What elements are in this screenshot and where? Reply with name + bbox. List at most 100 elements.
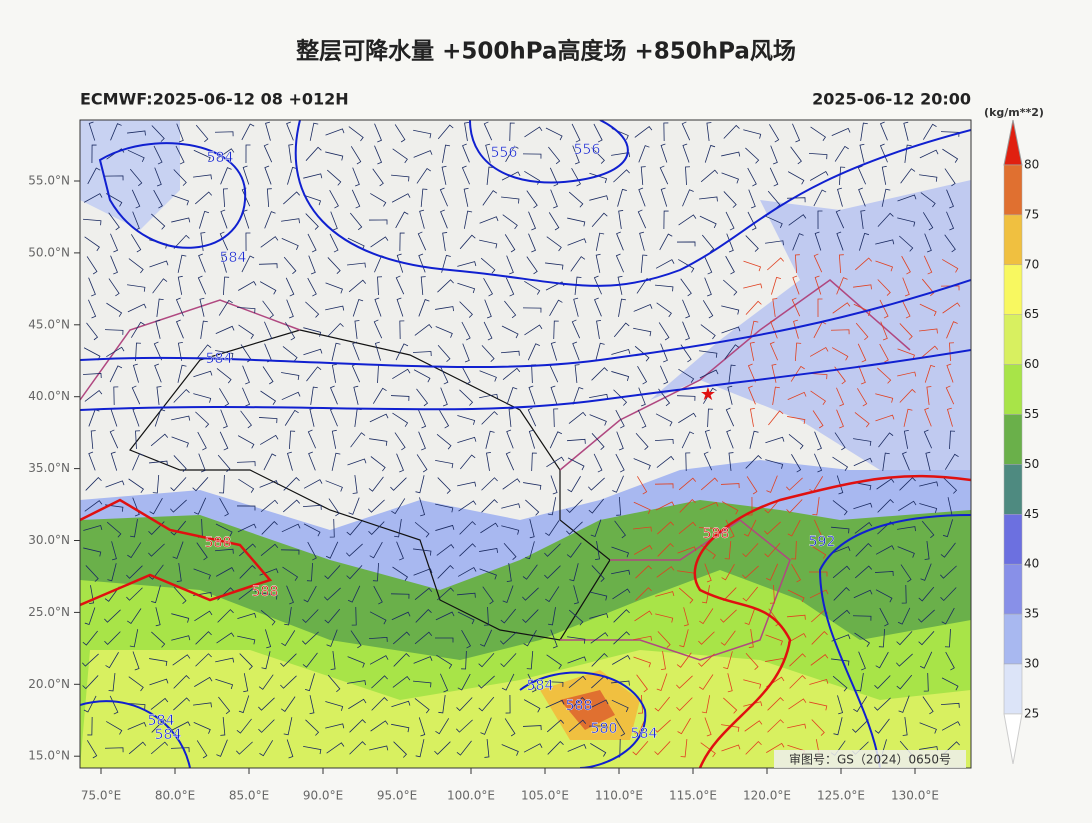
wind-barb: [657, 543, 674, 557]
wind-barb: [283, 717, 293, 736]
wind-barb: [523, 743, 543, 753]
wind-barb: [173, 586, 187, 605]
wind-barb: [920, 345, 939, 359]
wind-barb: [679, 629, 689, 648]
wind-barb: [853, 438, 872, 446]
colorbar-label: 70: [1024, 257, 1039, 271]
wind-barb: [771, 276, 782, 295]
lat-label: 15.0°N: [28, 749, 70, 763]
wind-barb: [220, 717, 226, 736]
wind-barb: [392, 566, 409, 581]
wind-barb: [878, 432, 894, 448]
wind-barb: [196, 740, 208, 759]
wind-barb: [660, 651, 666, 671]
wind-barb: [721, 326, 741, 334]
wind-barb: [838, 166, 846, 186]
wind-barb: [239, 565, 256, 579]
wind-barb: [726, 233, 734, 253]
wind-barb: [377, 276, 383, 296]
wind-barb: [394, 519, 402, 538]
wind-barb: [484, 299, 492, 319]
wind-barb: [721, 501, 739, 515]
wind-barb: [725, 211, 735, 231]
wind-barb: [132, 497, 140, 517]
wind-barb: [413, 656, 433, 664]
colorbar-label: 35: [1024, 607, 1039, 621]
wind-barb: [396, 541, 404, 561]
wind-barb: [440, 673, 449, 693]
wind-barb: [922, 696, 934, 715]
wind-barb: [504, 234, 516, 253]
wind-barb: [127, 130, 146, 136]
wind-barb: [264, 211, 276, 229]
wind-barb: [830, 329, 850, 335]
wind-barb: [260, 609, 276, 626]
wind-barb: [745, 300, 762, 315]
wind-barb: [478, 675, 495, 689]
wind-barb: [350, 630, 362, 649]
wind-barb: [395, 343, 409, 361]
wind-barb: [704, 717, 712, 737]
wind-barb: [943, 477, 958, 494]
wind-barb: [526, 650, 534, 670]
wind-barb: [440, 209, 448, 229]
wind-barb: [391, 723, 410, 733]
wind-barb: [329, 385, 338, 405]
wind-barb: [305, 213, 319, 230]
wind-barb: [461, 321, 471, 341]
wind-barb: [742, 586, 759, 602]
wind-barb: [372, 562, 379, 582]
wind-barb: [126, 702, 146, 710]
wind-barb: [727, 673, 733, 693]
wind-barb: [853, 284, 872, 290]
wind-barb: [660, 143, 668, 163]
lat-label: 50.0°N: [28, 245, 70, 259]
wind-barb: [459, 301, 473, 318]
wind-barb: [153, 145, 163, 165]
wind-barb: [617, 275, 623, 295]
wind-barb: [704, 429, 711, 449]
wind-barb: [594, 297, 602, 317]
wind-barb: [593, 275, 602, 295]
wind-barb: [877, 279, 891, 296]
wind-barb: [149, 658, 168, 666]
contour-label: 584: [207, 150, 234, 166]
wind-barb: [878, 628, 885, 648]
wind-barb: [529, 519, 535, 539]
lon-label: 130.0°E: [891, 789, 939, 803]
wind-barb: [170, 477, 187, 492]
wind-barb: [611, 152, 630, 158]
wind-barb: [198, 453, 206, 473]
wind-barb: [725, 407, 735, 427]
wind-barb: [723, 279, 738, 296]
wind-barb: [457, 567, 477, 577]
wind-barb: [193, 722, 211, 734]
wind-barb: [766, 475, 778, 493]
wind-barb: [480, 522, 499, 534]
contour: [693, 474, 971, 768]
wind-barb: [195, 124, 209, 143]
wind-barb: [660, 343, 668, 363]
wind-barb: [149, 678, 169, 686]
wind-barb: [170, 499, 187, 513]
wind-barb: [260, 236, 279, 248]
wind-barb: [524, 280, 541, 295]
wind-barb: [723, 697, 738, 714]
wind-barb: [307, 429, 317, 449]
wind-barb: [655, 613, 674, 623]
wind-barb: [306, 562, 313, 582]
wind-barb: [874, 697, 891, 711]
wind-barb: [307, 541, 317, 561]
contour-label: 592: [809, 534, 836, 550]
wind-barb: [171, 613, 190, 623]
wind-barb: [634, 544, 653, 555]
wind-barb: [701, 585, 710, 604]
wind-barb: [810, 654, 829, 666]
colorbar-bin: [1003, 514, 1023, 565]
wind-barb: [195, 411, 210, 428]
wind-barb: [852, 615, 872, 621]
wind-barb: [919, 481, 939, 487]
wind-barb: [814, 453, 823, 473]
wind-barb: [896, 631, 913, 646]
wind-barb: [897, 546, 915, 558]
